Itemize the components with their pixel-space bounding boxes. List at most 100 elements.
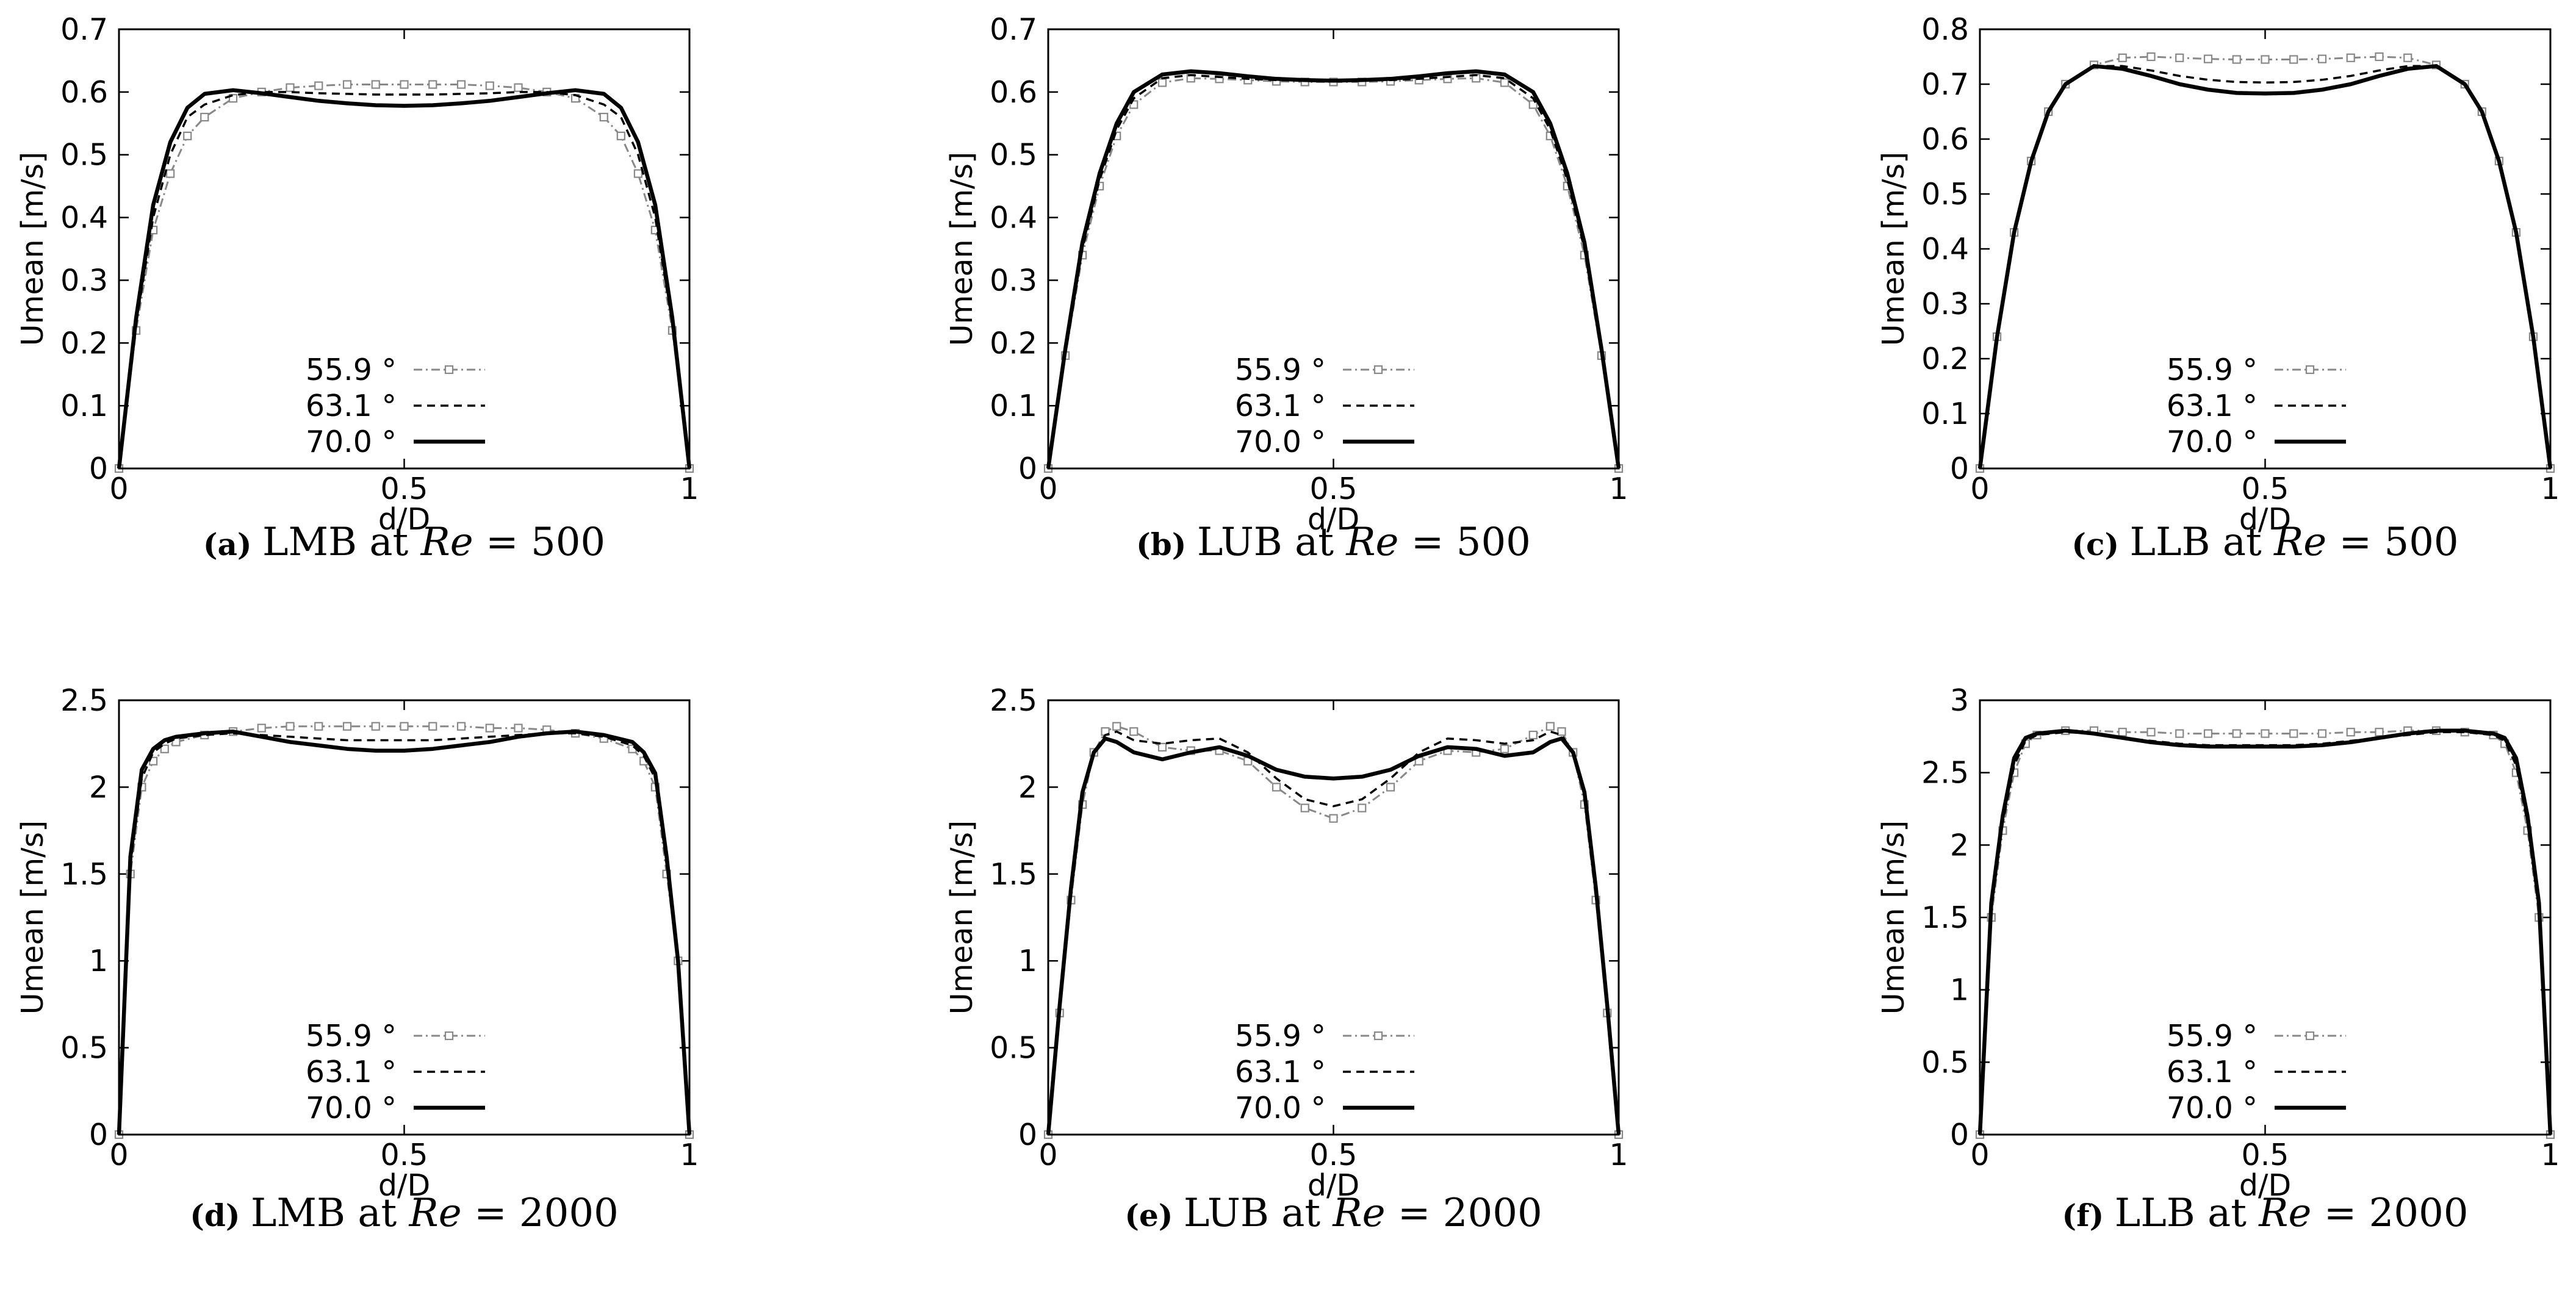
- chart-panel: 0 0.1 0.2 0.3 0.4 0.5 0.6 0.7 0.8 0 0.5 1 d/D Umean […: [1876, 12, 2560, 565]
- data-point-marker: [2118, 728, 2127, 737]
- y-tick-label: 0.2: [990, 326, 1037, 361]
- caption-re-symbol: Re: [1345, 520, 1398, 565]
- y-tick-label: 2: [89, 770, 108, 805]
- x-tick-label: 0.5: [1310, 472, 1358, 506]
- legend-marker: [444, 1031, 454, 1041]
- caption-re-symbol: Re: [2258, 1191, 2311, 1236]
- chart-panel: 0 0.5 1 1.5 2 2.5 3 0 0.5 1 d/D Umean [m/s] 55.9 °63…: [1876, 683, 2560, 1236]
- y-tick-label: 0.5: [60, 138, 108, 173]
- y-tick-label: 2.5: [1921, 756, 1969, 791]
- legend-label: 63.1 °: [2167, 389, 2258, 423]
- data-point-marker: [2232, 55, 2241, 64]
- series-line: [117, 730, 692, 1135]
- data-point-marker: [1129, 727, 1139, 736]
- data-point-marker: [1557, 727, 1566, 736]
- legend-label: 70.0 °: [306, 425, 397, 459]
- y-tick-label: 0.5: [1921, 177, 1969, 212]
- plot-frame: [1979, 28, 2552, 470]
- legend-label: 70.0 °: [1235, 1091, 1326, 1125]
- y-tick-label: 0.1: [1921, 396, 1969, 431]
- series-line: [1979, 730, 2552, 1135]
- data-point-marker: [1272, 783, 1281, 792]
- series-line: [118, 725, 691, 1135]
- data-point-marker: [286, 722, 295, 731]
- legend-label: 55.9 °: [306, 353, 397, 387]
- data-point-marker: [1528, 730, 1538, 740]
- data-point-marker: [2317, 54, 2327, 63]
- data-point-marker: [2346, 728, 2355, 737]
- legend-label: 63.1 °: [1235, 389, 1326, 423]
- data-point-marker: [514, 83, 523, 92]
- x-tick-label: 1: [2541, 472, 2560, 506]
- data-point-marker: [2375, 728, 2384, 737]
- data-point-marker: [2261, 729, 2270, 738]
- y-tick-label: 1: [1018, 944, 1037, 978]
- data-point-marker: [160, 744, 169, 753]
- x-tick-label: 0.5: [381, 472, 428, 506]
- legend-label: 70.0 °: [1235, 425, 1326, 459]
- y-tick-label: 0.5: [990, 138, 1037, 173]
- data-point-marker: [428, 80, 437, 89]
- legend-label: 70.0 °: [306, 1091, 397, 1125]
- y-tick-label: 0.5: [1921, 1045, 1969, 1080]
- data-point-marker: [1500, 78, 1509, 87]
- x-tick-label: 0.5: [381, 1138, 428, 1172]
- legend-label: 63.1 °: [2167, 1055, 2258, 1089]
- data-point-marker: [2175, 53, 2184, 62]
- legend-label: 70.0 °: [2167, 425, 2258, 459]
- x-tick-label: 0: [1970, 472, 1989, 506]
- caption-text: LMB at: [262, 520, 421, 565]
- data-point-marker: [1386, 783, 1395, 792]
- y-tick-label: 2: [1018, 770, 1037, 805]
- data-point-marker: [1157, 78, 1167, 87]
- caption-re-value: = 500: [2326, 520, 2458, 565]
- y-tick-label: 0: [89, 451, 108, 486]
- data-point-marker: [1358, 803, 1367, 813]
- y-tick-label: 0.8: [1921, 12, 1969, 47]
- data-point-marker: [371, 722, 380, 731]
- data-point-marker: [257, 723, 266, 733]
- data-point-marker: [314, 722, 323, 731]
- legend-label: 70.0 °: [2167, 1091, 2258, 1125]
- x-tick-label: 1: [1609, 472, 1628, 506]
- y-tick-label: 1.5: [990, 857, 1037, 892]
- series-line: [1046, 69, 1621, 469]
- caption-tag: (c): [2071, 526, 2129, 562]
- plot-frame: [118, 28, 691, 470]
- y-tick-label: 1.5: [60, 857, 108, 892]
- y-tick-label: 0: [1018, 1118, 1037, 1152]
- panel-caption: (a) LMB at Re = 500: [203, 520, 605, 565]
- y-tick-label: 0.7: [1921, 67, 1969, 102]
- chart-panel: 0 0.1 0.2 0.3 0.4 0.5 0.6 0.7 0 0.5 1 d/D Umean [m/s…: [15, 12, 699, 565]
- data-point-marker: [456, 80, 466, 89]
- y-tick-label: 2.5: [990, 683, 1037, 718]
- y-tick-label: 3: [1950, 683, 1969, 718]
- data-point-marker: [2289, 55, 2298, 64]
- y-tick-label: 0.1: [60, 389, 108, 423]
- series-line: [118, 84, 691, 469]
- data-point-marker: [314, 81, 323, 90]
- caption-tag: (e): [1124, 1197, 1184, 1233]
- x-tick-label: 0: [1038, 1138, 1057, 1172]
- y-tick-label: 1: [1950, 973, 1969, 1008]
- caption-re-value: = 2000: [1385, 1191, 1542, 1236]
- caption-tag: (b): [1136, 526, 1197, 562]
- legend-label: 63.1 °: [306, 1055, 397, 1089]
- caption-tag: (a): [203, 526, 262, 562]
- panel-caption: (b) LUB at Re = 500: [1136, 520, 1531, 565]
- x-axis-label: d/D: [378, 502, 430, 537]
- data-point-marker: [342, 80, 352, 89]
- y-tick-label: 2.5: [60, 683, 108, 718]
- series-line: [1047, 725, 1620, 1135]
- data-point-marker: [2317, 729, 2327, 738]
- legend-label: 55.9 °: [306, 1019, 397, 1053]
- y-tick-label: 0.7: [990, 12, 1037, 47]
- data-point-marker: [286, 83, 295, 92]
- y-tick-label: 2: [1950, 828, 1969, 863]
- x-tick-label: 0: [109, 1138, 128, 1172]
- plot-frame: [1979, 699, 2552, 1136]
- caption-re-value: = 500: [473, 520, 605, 565]
- x-tick-label: 0.5: [1310, 1138, 1358, 1172]
- series-line: [1979, 731, 2552, 1135]
